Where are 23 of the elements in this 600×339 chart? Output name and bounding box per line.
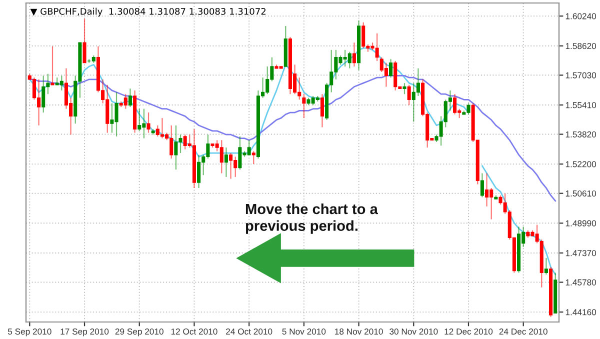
- text: ▼ GBPCHF,Daily 1.30084 1.31087 1.30083 1.31072: [30, 8, 266, 17]
- y-tick-label: 1.50610: [566, 190, 596, 197]
- y-tick-label: 1.55410: [566, 102, 596, 108]
- x-tick-label: 12 Oct 2010: [171, 328, 218, 335]
- y-tick-label: 1.58620: [566, 42, 596, 50]
- x-tick-label: 18 Nov 2010: [335, 328, 383, 335]
- y-tick-label: 1.57030: [566, 72, 596, 78]
- x-tick-label: 29 Sep 2010: [115, 328, 164, 336]
- x-tick-label: 5 Nov 2010: [282, 328, 326, 335]
- x-tick-label: 17 Sep 2010: [60, 328, 109, 336]
- x-tick-label: 24 Oct 2010: [226, 328, 272, 335]
- x-tick-label: 24 Dec 2010: [499, 328, 548, 335]
- y-tick-label: 1.47370: [566, 250, 596, 256]
- x-tick-label: 30 Nov 2010: [390, 328, 438, 335]
- annotation: Move the chart to a previous period.: [246, 203, 378, 234]
- y-tick-label: 1.48990: [566, 220, 596, 226]
- y-tick-label: 1.53820: [566, 131, 596, 138]
- x-tick-label: 12 Dec 2010: [444, 328, 493, 335]
- x-tick-label: 5 Sep 2010: [8, 328, 52, 336]
- y-tick-label: 1.45780: [566, 279, 596, 286]
- y-tick-label: 1.52200: [566, 161, 596, 168]
- y-tick-label: 1.44160: [566, 309, 596, 316]
- y-tick-label: 1.60240: [566, 13, 596, 20]
